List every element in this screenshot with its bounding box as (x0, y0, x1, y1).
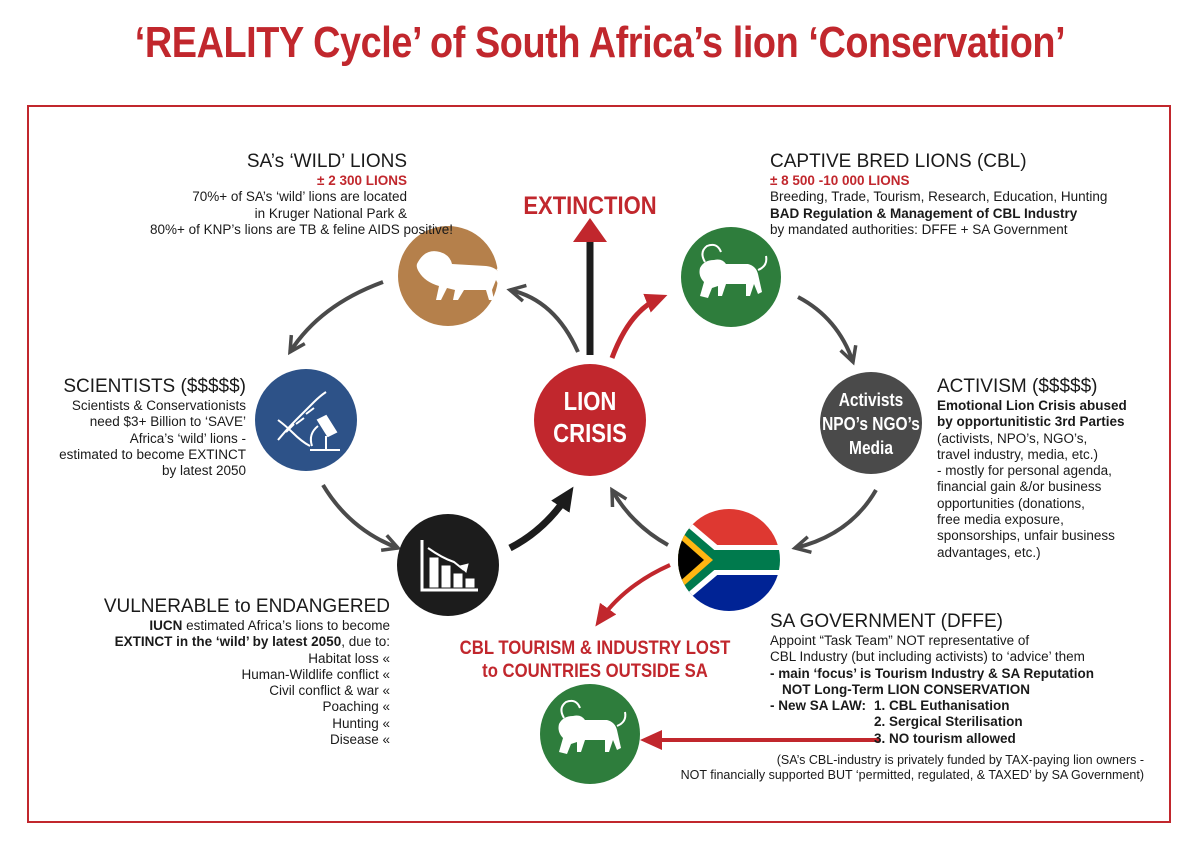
arrow-captive-to-activists (797, 295, 858, 366)
cause-item: Human-Wildlife conflict « (241, 666, 390, 682)
cause-item: Poaching « (322, 699, 390, 715)
declining-chart-icon (420, 540, 478, 592)
footnote: (SA’s CBL-industry is privately funded b… (680, 753, 1144, 782)
lion-crisis-circle (534, 364, 646, 476)
vulnerable-block: VULNERABLE to ENDANGERED IUCN estimated … (60, 596, 390, 748)
vulnerable-heading: VULNERABLE to ENDANGERED (103, 596, 390, 617)
scientists-block: SCIENTISTS ($$$$$) Scientists & Conserva… (40, 376, 246, 479)
vulnerable-circle (397, 514, 499, 616)
dna-microscope-icon (277, 391, 340, 451)
arrow-government-to-lost (595, 563, 671, 627)
lion-emblem-icon (699, 243, 768, 298)
arrow-crisis-to-wild (506, 283, 580, 353)
cause-item: Disease « (329, 732, 390, 748)
activists-circle (820, 372, 922, 474)
scientists-circle (255, 369, 357, 471)
wild-lions-heading: SA’s ‘WILD’ LIONS (246, 151, 407, 172)
south-africa-flag-icon (678, 509, 780, 611)
diagram-frame (27, 105, 1171, 823)
arrow-scientists-to-vulnerable (321, 483, 402, 552)
arrow-wild-to-scientists (287, 280, 384, 356)
arrow-vulnerable-to-crisis (508, 486, 574, 552)
arrow-crisis-to-captive (609, 293, 668, 359)
captive-lions-block: CAPTIVE BRED LIONS (CBL) ± 8 500 -10 000… (770, 151, 1108, 237)
cause-item: Hunting « (332, 715, 390, 731)
activism-block: ACTIVISM ($$$$$) Emotional Lion Crisis a… (937, 376, 1127, 560)
wild-lions-count: ± 2 300 LIONS (317, 173, 407, 188)
government-block: SA GOVERNMENT (DFFE) Appoint “Task Team”… (770, 611, 1095, 746)
wild-lions-block: SA’s ‘WILD’ LIONS ± 2 300 LIONS 70%+ of … (150, 151, 454, 237)
cause-item: Habitat loss « (308, 650, 390, 666)
captive-lions-heading: CAPTIVE BRED LIONS (CBL) (770, 151, 1027, 172)
lost-lion-emblem-icon (558, 699, 627, 754)
captive-lions-count: ± 8 500 -10 000 LIONS (770, 173, 910, 188)
activists-circle-label: Activists NPO’s NGO’s Media (822, 390, 920, 458)
scientists-heading: SCIENTISTS ($$$$$) (63, 376, 246, 397)
extinction-label: EXTINCTION (523, 192, 657, 220)
cbl-lost-label: CBL TOURISM & INDUSTRY LOST to COUNTRIES… (459, 638, 731, 682)
activism-heading: ACTIVISM ($$$$$) (937, 376, 1098, 397)
government-heading: SA GOVERNMENT (DFFE) (770, 611, 1003, 632)
lion-silhouette-icon (416, 251, 508, 300)
arrow-activists-to-government (791, 488, 878, 555)
page-title: ‘REALITY Cycle’ of South Africa’s lion ‘… (134, 18, 1066, 67)
lion-crisis-label: LION CRISIS (553, 386, 627, 448)
new-law-list: - New SA LAW: 1. CBL Euthanisation (770, 698, 1010, 714)
cause-item: Civil conflict & war « (269, 683, 390, 699)
arrow-government-to-crisis (610, 486, 669, 547)
